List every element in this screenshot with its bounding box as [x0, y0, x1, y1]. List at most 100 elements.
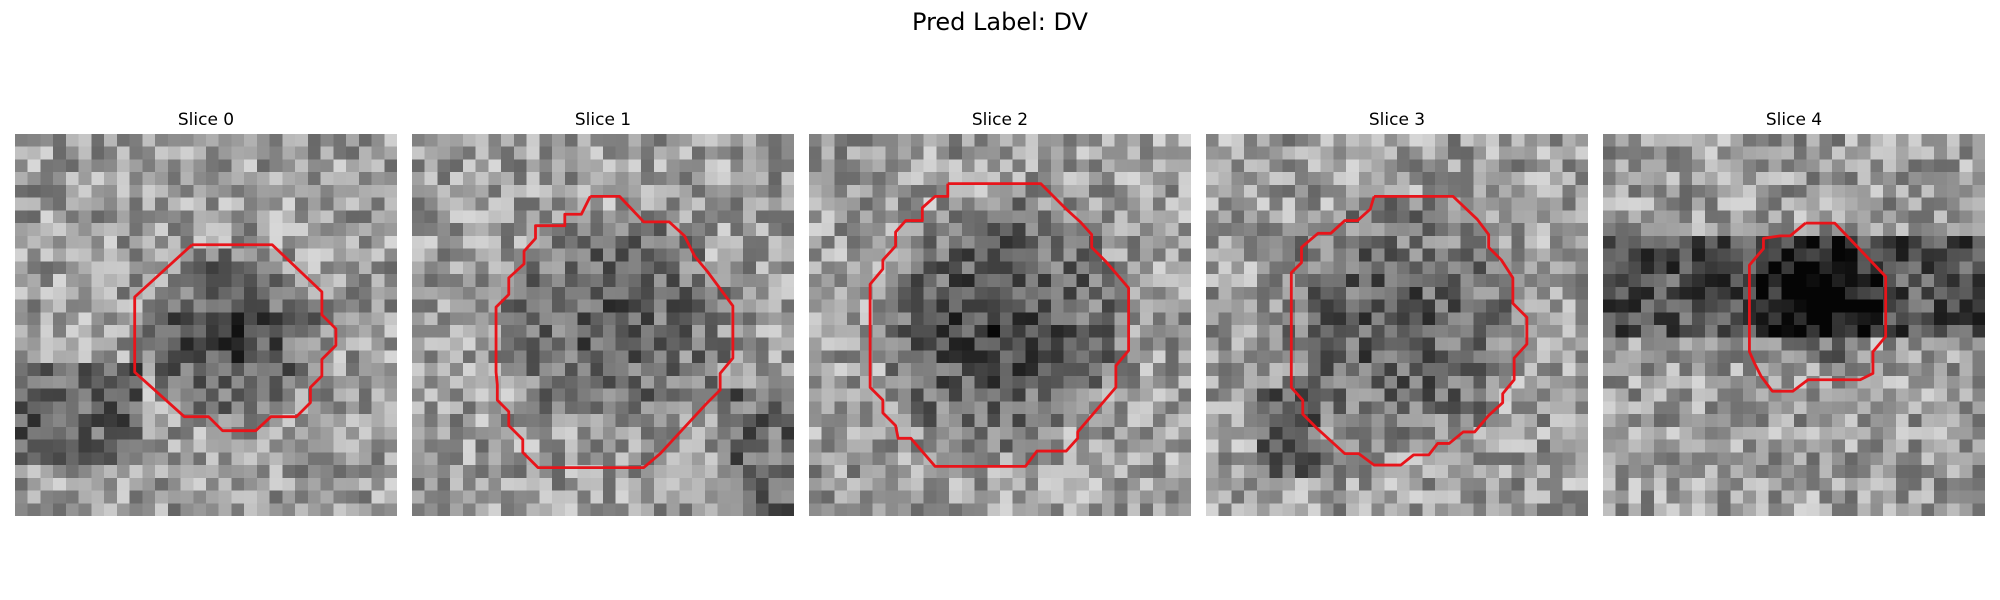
image-pixel — [539, 440, 552, 453]
image-pixel — [679, 478, 692, 491]
image-pixel — [501, 491, 514, 504]
image-pixel — [308, 338, 321, 351]
image-pixel — [641, 300, 654, 313]
image-pixel — [1781, 478, 1794, 491]
image-pixel — [1883, 236, 1896, 249]
image-pixel — [257, 401, 270, 414]
image-pixel — [679, 159, 692, 172]
image-pixel — [1346, 440, 1359, 453]
image-pixel — [1166, 159, 1179, 172]
image-pixel — [936, 134, 949, 147]
image-pixel — [66, 236, 79, 249]
image-pixel — [1051, 452, 1064, 465]
image-pixel — [40, 134, 53, 147]
image-pixel — [1730, 312, 1743, 325]
image-pixel — [308, 427, 321, 440]
image-pixel — [1883, 249, 1896, 262]
image-pixel — [603, 338, 616, 351]
image-pixel — [1705, 503, 1718, 516]
image-pixel — [1346, 414, 1359, 427]
image-pixel — [1346, 287, 1359, 300]
image-pixel — [1435, 338, 1448, 351]
image-pixel — [425, 287, 438, 300]
image-pixel — [1858, 274, 1871, 287]
image-pixel — [822, 491, 835, 504]
image-pixel — [527, 210, 540, 223]
image-pixel — [565, 172, 578, 185]
image-pixel — [1641, 325, 1654, 338]
image-pixel — [1718, 465, 1731, 478]
image-pixel — [1628, 491, 1641, 504]
image-pixel — [769, 287, 782, 300]
image-pixel — [1000, 414, 1013, 427]
image-pixel — [1499, 363, 1512, 376]
image-pixel — [1641, 465, 1654, 478]
image-pixel — [1575, 427, 1588, 440]
image-pixel — [28, 503, 41, 516]
image-pixel — [1000, 159, 1013, 172]
image-pixel — [117, 401, 130, 414]
image-pixel — [718, 198, 731, 211]
image-pixel — [1641, 338, 1654, 351]
image-pixel — [1153, 223, 1166, 236]
image-pixel — [718, 274, 731, 287]
image-pixel — [1781, 134, 1794, 147]
image-pixel — [130, 249, 143, 262]
image-pixel — [1461, 159, 1474, 172]
image-pixel — [1064, 147, 1077, 160]
image-pixel — [590, 350, 603, 363]
image-pixel — [987, 134, 1000, 147]
image-pixel — [463, 414, 476, 427]
image-pixel — [565, 350, 578, 363]
image-pixel — [1730, 363, 1743, 376]
image-pixel — [1563, 210, 1576, 223]
image-pixel — [1667, 147, 1680, 160]
image-pixel — [1219, 414, 1232, 427]
image-pixel — [501, 325, 514, 338]
image-pixel — [1537, 172, 1550, 185]
image-pixel — [231, 236, 244, 249]
image-pixel — [308, 300, 321, 313]
image-pixel — [1819, 185, 1832, 198]
image-pixel — [924, 389, 937, 402]
image-pixel — [628, 440, 641, 453]
image-pixel — [1372, 312, 1385, 325]
image-pixel — [1692, 389, 1705, 402]
image-pixel — [1794, 287, 1807, 300]
image-pixel — [1575, 401, 1588, 414]
image-pixel — [527, 172, 540, 185]
image-pixel — [1025, 210, 1038, 223]
image-pixel — [898, 185, 911, 198]
image-pixel — [1025, 223, 1038, 236]
image-pixel — [1641, 223, 1654, 236]
image-pixel — [641, 261, 654, 274]
image-pixel — [1563, 440, 1576, 453]
image-pixel — [231, 300, 244, 313]
image-pixel — [781, 312, 794, 325]
image-pixel — [384, 261, 397, 274]
image-pixel — [1461, 172, 1474, 185]
image-pixel — [1858, 401, 1871, 414]
image-pixel — [527, 274, 540, 287]
image-pixel — [1654, 452, 1667, 465]
slice-image — [412, 134, 794, 516]
image-pixel — [1359, 440, 1372, 453]
image-pixel — [705, 185, 718, 198]
image-pixel — [718, 338, 731, 351]
image-pixel — [1603, 223, 1616, 236]
image-pixel — [79, 363, 92, 376]
image-pixel — [91, 414, 104, 427]
image-pixel — [463, 300, 476, 313]
image-pixel — [79, 147, 92, 160]
image-pixel — [104, 389, 117, 402]
image-pixel — [1025, 350, 1038, 363]
image-pixel — [79, 338, 92, 351]
image-pixel — [756, 159, 769, 172]
image-pixel — [1089, 389, 1102, 402]
image-pixel — [333, 465, 346, 478]
image-pixel — [578, 147, 591, 160]
image-pixel — [476, 134, 489, 147]
image-pixel — [949, 452, 962, 465]
image-pixel — [28, 376, 41, 389]
image-pixel — [437, 427, 450, 440]
